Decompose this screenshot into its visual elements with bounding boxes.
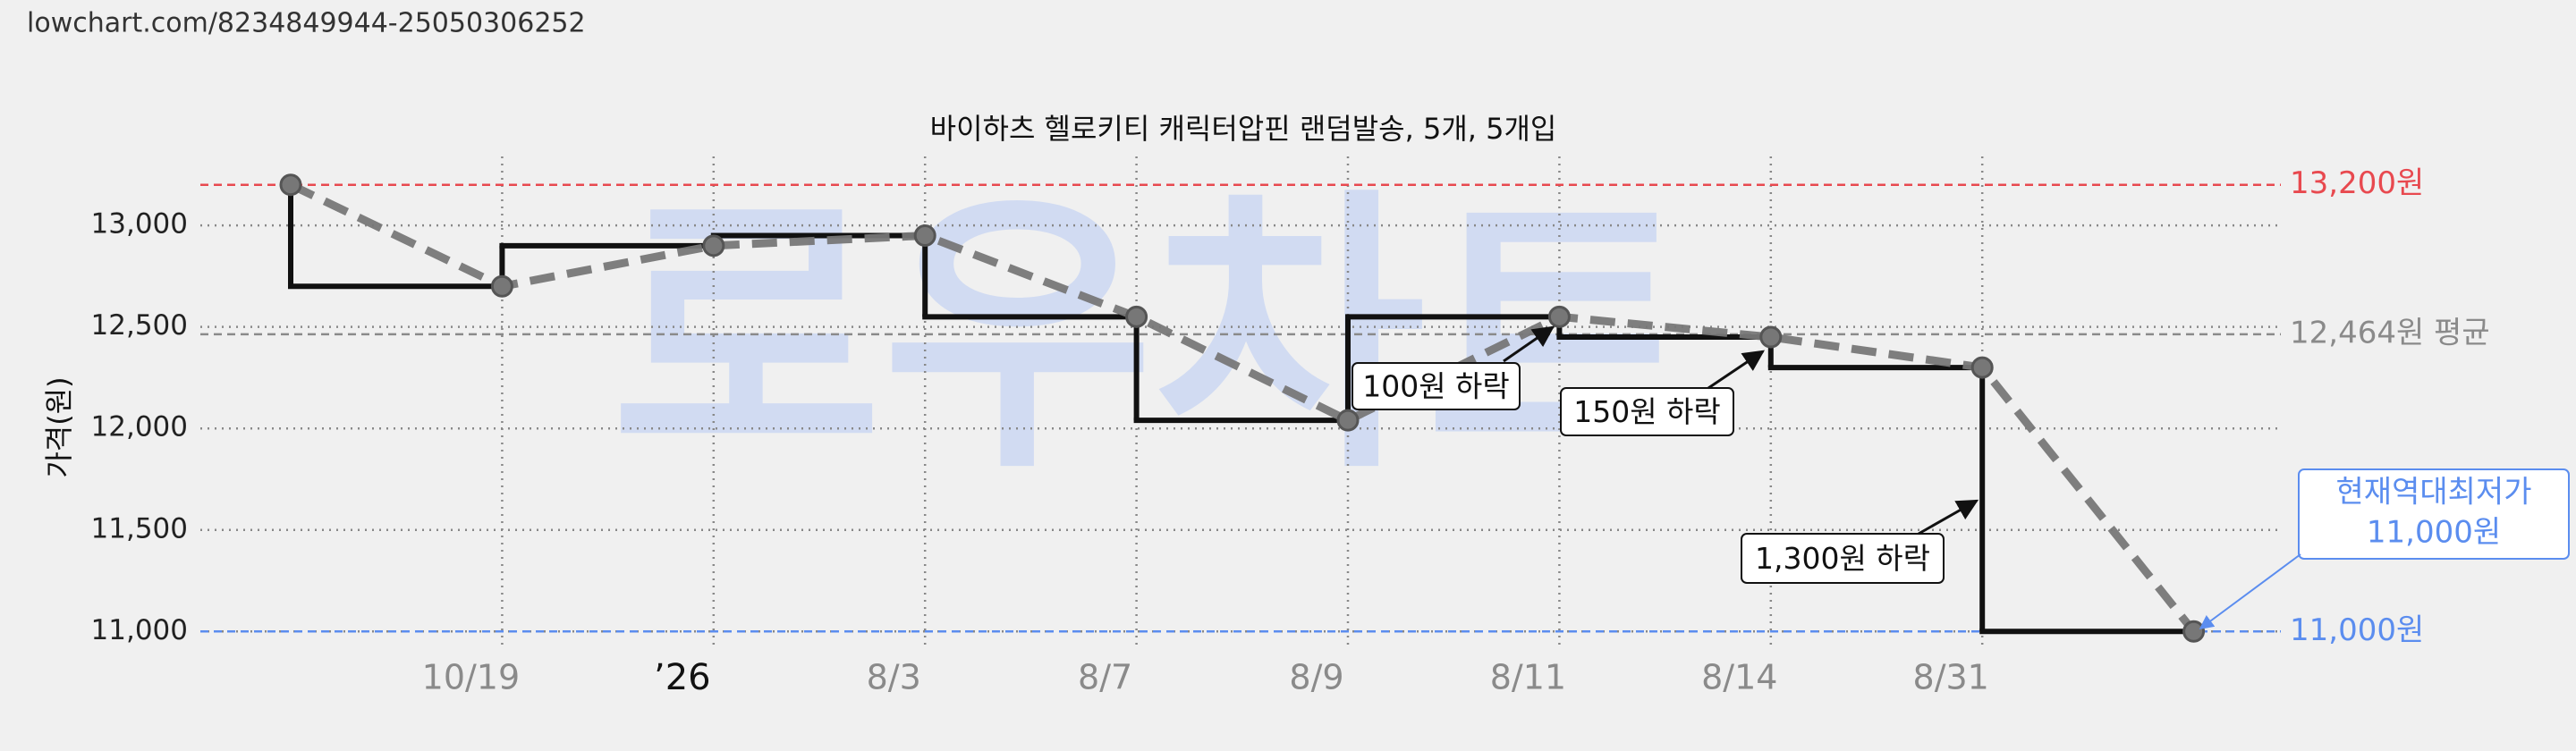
annotation-arrow bbox=[2199, 553, 2301, 629]
y-axis-label: 가격(원) bbox=[42, 376, 76, 477]
annotation-text: 현재역대최저가 bbox=[2336, 475, 2532, 511]
annotation-box bbox=[2298, 468, 2570, 560]
annotation-text: 11,000원 bbox=[2367, 515, 2501, 551]
price-point bbox=[1759, 325, 1783, 349]
price-point bbox=[1547, 305, 1571, 328]
x-tick-label: ’26 bbox=[654, 657, 711, 698]
x-tick-label: 8/11 bbox=[1490, 658, 1566, 697]
annotation-box bbox=[1741, 533, 1945, 584]
annotation-arrow bbox=[1707, 350, 1765, 390]
y-tick-label: 12,500 bbox=[91, 309, 188, 342]
page-url: lowchart.com/8234849944-25050306252 bbox=[27, 8, 586, 39]
x-tick-label: 8/14 bbox=[1701, 658, 1777, 697]
annotation-text: 1,300원 하락 bbox=[1755, 541, 1930, 576]
annotation-box bbox=[1352, 362, 1521, 410]
price-line bbox=[289, 181, 2198, 635]
y-tick-label: 12,000 bbox=[91, 411, 188, 443]
y-tick-label: 11,000 bbox=[91, 614, 188, 646]
price-point bbox=[1970, 356, 1994, 379]
watermark: 로우차트 bbox=[611, 165, 1697, 508]
x-tick-label: 8/31 bbox=[1913, 658, 1989, 697]
annotation-text: 150원 하락 bbox=[1573, 394, 1721, 429]
annotation-arrow bbox=[1503, 325, 1555, 363]
annotation-text: 100원 하락 bbox=[1362, 369, 1510, 404]
x-tick-label: 8/9 bbox=[1289, 658, 1343, 697]
price-point bbox=[1125, 305, 1148, 328]
price-point bbox=[1336, 409, 1360, 432]
x-tick-label: 8/7 bbox=[1078, 658, 1132, 697]
annotation-arrow bbox=[1918, 499, 1979, 536]
reference-label: 11,000원 bbox=[2290, 612, 2424, 648]
reference-label: 12,464원 평균 bbox=[2290, 315, 2490, 350]
price-point bbox=[490, 274, 513, 298]
chart-title: 바이하츠 헬로키티 캐릭터압핀 랜덤발송, 5개, 5개입 bbox=[930, 112, 1557, 146]
annotation-box bbox=[1560, 387, 1734, 436]
price-point bbox=[2182, 620, 2206, 643]
x-tick-label: 8/3 bbox=[867, 658, 921, 697]
price-point bbox=[279, 173, 302, 197]
y-tick-label: 11,500 bbox=[91, 512, 188, 544]
y-tick-label: 13,000 bbox=[91, 208, 188, 240]
price-point bbox=[913, 224, 936, 247]
reference-label: 13,200원 bbox=[2290, 165, 2424, 201]
price-point bbox=[702, 234, 725, 257]
x-tick-label: 10/19 bbox=[422, 658, 521, 697]
